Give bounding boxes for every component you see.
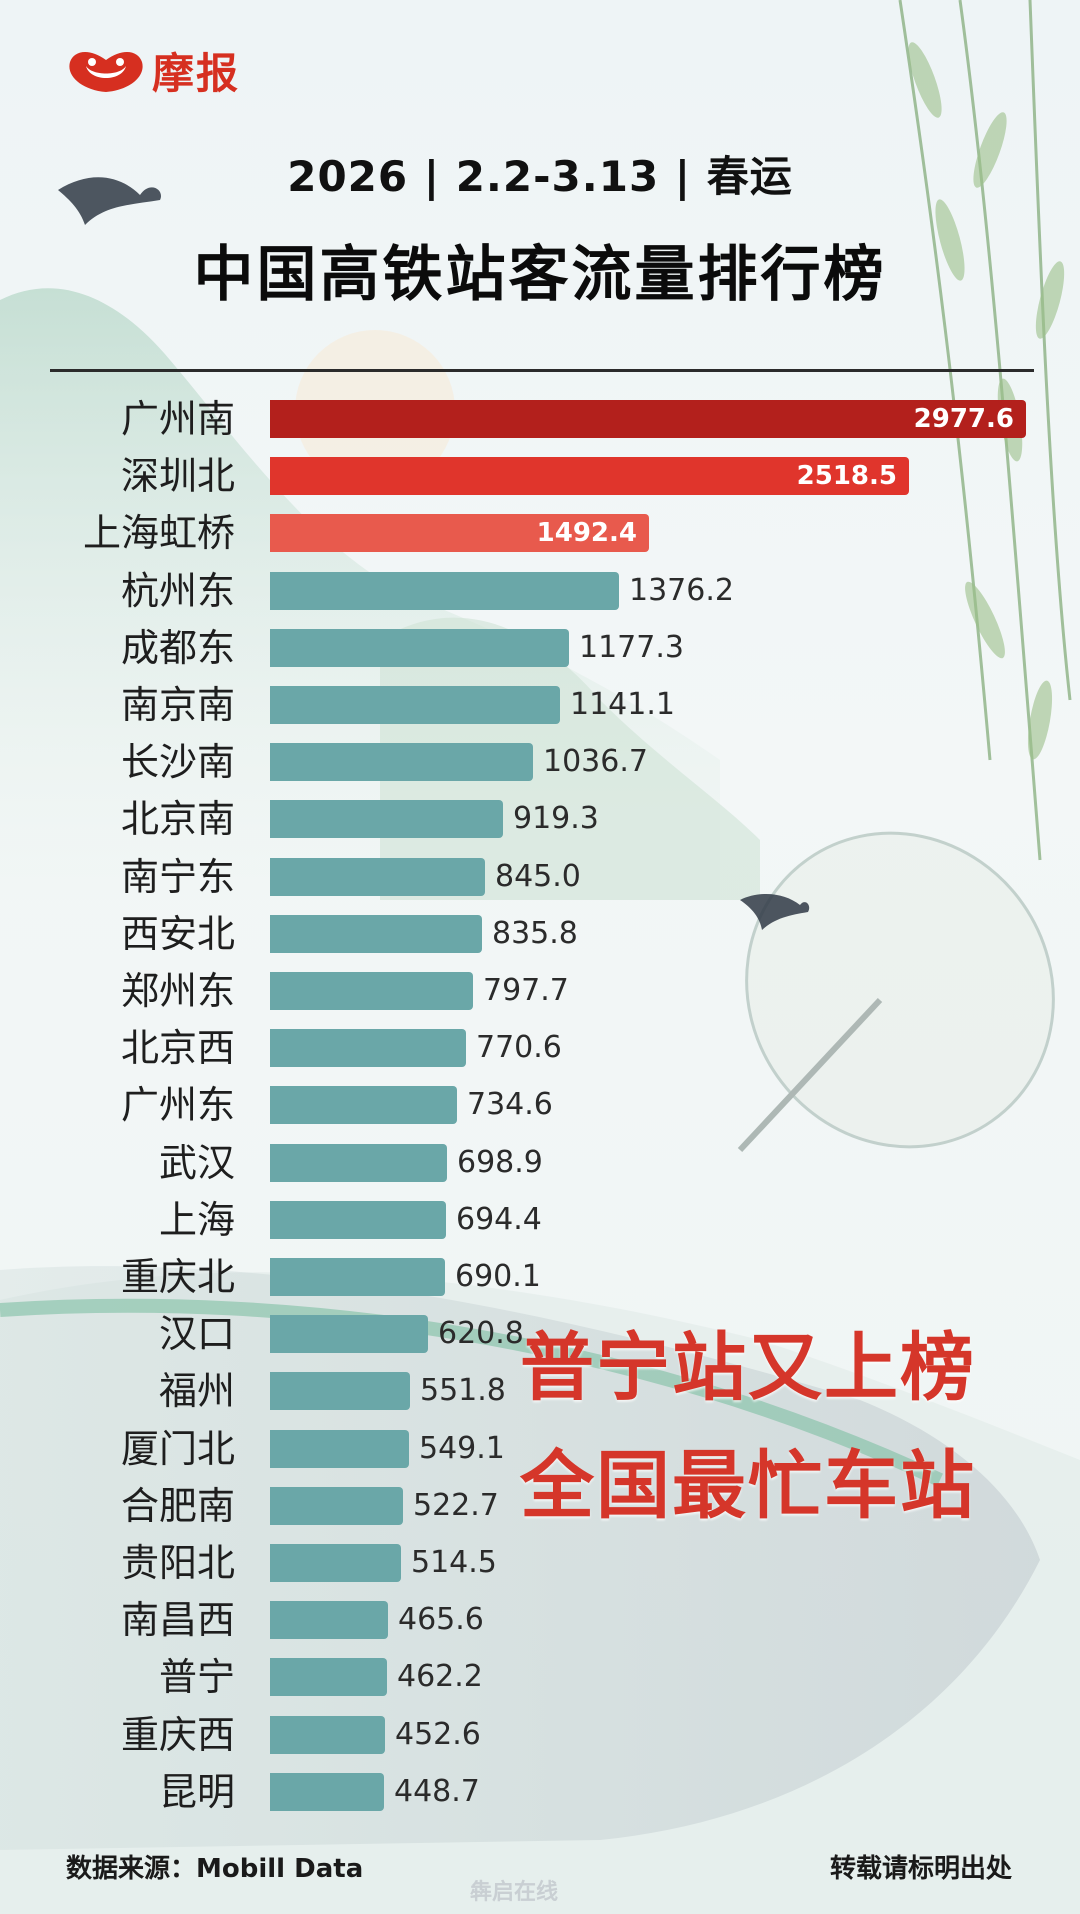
bar bbox=[270, 686, 560, 724]
value-label: 770.6 bbox=[476, 1030, 562, 1066]
value-label: 690.1 bbox=[455, 1259, 541, 1294]
value-label: 1492.4 bbox=[536, 518, 637, 549]
bar bbox=[270, 1715, 385, 1754]
value-label: 522.7 bbox=[413, 1487, 499, 1523]
title-divider bbox=[50, 369, 1034, 372]
category-label: 北京西 bbox=[120, 1026, 235, 1071]
category-label: 合肥南 bbox=[120, 1483, 235, 1528]
value-label: 514.5 bbox=[411, 1545, 497, 1580]
value-label: 1036.7 bbox=[543, 744, 648, 780]
bar bbox=[270, 743, 533, 782]
brand-logo-icon bbox=[69, 51, 143, 92]
category-label: 长沙南 bbox=[120, 740, 235, 785]
category-label: 杭州东 bbox=[120, 568, 235, 613]
category-label: 南宁东 bbox=[120, 854, 235, 899]
bar bbox=[270, 1200, 446, 1239]
value-label: 2518.5 bbox=[796, 461, 897, 492]
category-label: 厦门北 bbox=[120, 1426, 235, 1471]
bar bbox=[270, 457, 909, 496]
value-label: 1376.2 bbox=[629, 572, 734, 608]
bar bbox=[270, 914, 482, 953]
chart-title: 中国高铁站客流量排行榜 bbox=[193, 240, 887, 310]
category-label: 上海 bbox=[158, 1197, 235, 1242]
value-label: 1141.1 bbox=[570, 687, 675, 722]
category-label: 重庆北 bbox=[120, 1255, 235, 1299]
chart-subtitle: 2026 | 2.2-3.13 | 春运 bbox=[287, 152, 793, 201]
bar bbox=[270, 1315, 428, 1354]
bar bbox=[270, 1143, 447, 1182]
category-label: 南昌西 bbox=[120, 1598, 235, 1643]
category-label: 郑州东 bbox=[120, 969, 235, 1013]
value-label: 698.9 bbox=[457, 1144, 543, 1180]
category-label: 普宁 bbox=[158, 1655, 235, 1700]
category-label: 广州东 bbox=[120, 1083, 235, 1128]
value-label: 452.6 bbox=[395, 1716, 481, 1752]
value-label: 694.4 bbox=[456, 1201, 542, 1237]
bar bbox=[270, 400, 1026, 438]
value-label: 549.1 bbox=[419, 1430, 505, 1466]
value-label: 2977.6 bbox=[913, 404, 1014, 434]
brand-name: 摩报 bbox=[152, 48, 241, 98]
value-label: 835.8 bbox=[492, 915, 578, 951]
category-label: 北京南 bbox=[120, 797, 235, 842]
value-label: 462.2 bbox=[397, 1659, 483, 1695]
category-label: 深圳北 bbox=[120, 454, 235, 499]
bar bbox=[270, 514, 649, 553]
value-label: 845.0 bbox=[495, 858, 581, 894]
bar bbox=[270, 1372, 410, 1411]
category-label: 西安北 bbox=[120, 911, 235, 956]
category-label: 南京南 bbox=[120, 683, 235, 727]
bar bbox=[270, 857, 485, 896]
callout-line-2: 全国最忙车站 bbox=[520, 1443, 976, 1529]
watermark: 犇启在线 bbox=[470, 1880, 559, 1905]
value-label: 620.8 bbox=[438, 1316, 524, 1352]
value-label: 448.7 bbox=[394, 1773, 480, 1809]
value-label: 734.6 bbox=[467, 1087, 553, 1123]
category-label: 贵阳北 bbox=[120, 1541, 235, 1585]
reprint-note: 转载请标明出处 bbox=[829, 1854, 1012, 1884]
category-label: 昆明 bbox=[158, 1769, 235, 1814]
value-label: 919.3 bbox=[513, 801, 599, 837]
category-label: 重庆西 bbox=[120, 1712, 235, 1757]
value-label: 1177.3 bbox=[579, 629, 684, 665]
bar bbox=[270, 1086, 457, 1125]
bar bbox=[270, 1029, 466, 1068]
bar bbox=[270, 628, 569, 667]
bar bbox=[270, 1601, 388, 1640]
data-source: 数据来源：Mobill Data bbox=[66, 1854, 364, 1884]
bar bbox=[270, 1772, 384, 1811]
value-label: 465.6 bbox=[398, 1602, 484, 1638]
bar bbox=[270, 1429, 409, 1468]
category-label: 汉口 bbox=[158, 1312, 235, 1357]
callout-line-1: 普宁站又上榜 bbox=[520, 1325, 976, 1411]
bar bbox=[270, 800, 503, 839]
bar bbox=[270, 972, 473, 1010]
bar bbox=[270, 1544, 401, 1582]
value-label: 551.8 bbox=[420, 1373, 506, 1409]
value-label: 797.7 bbox=[483, 973, 569, 1008]
category-label: 广州南 bbox=[120, 397, 235, 441]
brand-logo: 摩报 bbox=[64, 40, 240, 100]
category-label: 上海虹桥 bbox=[82, 511, 235, 556]
category-label: 武汉 bbox=[158, 1140, 235, 1185]
category-label: 福州 bbox=[158, 1369, 235, 1414]
bar bbox=[270, 1658, 387, 1697]
bar bbox=[270, 1486, 403, 1525]
bar bbox=[270, 1258, 445, 1296]
bar bbox=[270, 571, 619, 610]
category-label: 成都东 bbox=[120, 625, 235, 670]
